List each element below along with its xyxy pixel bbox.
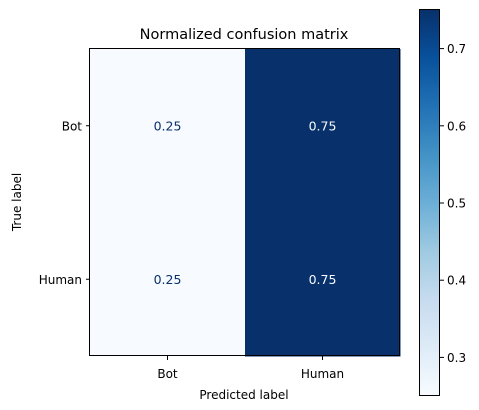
heatmap-cells [90,49,401,357]
cell-value-label: 0.25 [154,272,182,287]
y-tick-label: Human [39,273,82,287]
colorbar-tick-label: 0.6 [447,119,466,133]
heatmap-cell [245,49,401,203]
colorbar-ticks: 0.3 0.4 0.5 0.6 0.7 [440,42,466,365]
cell-value-label: 0.75 [309,272,337,287]
y-axis-label: True label [10,173,24,232]
y-tick-label: Bot [62,119,83,133]
colorbar [419,9,440,396]
x-axis: Bot Human [157,356,344,381]
heatmap-cell [90,202,246,357]
colorbar-tick-label: 0.7 [447,42,466,56]
colorbar-tick-label: 0.5 [447,197,466,211]
y-axis: Bot Human [39,119,90,287]
plot-frame [89,48,400,356]
heatmap-cell [90,49,246,203]
colorbar-tick-label: 0.3 [447,351,466,365]
colorbar-tick-label: 0.4 [447,274,466,288]
chart-title: Normalized confusion matrix [140,27,349,43]
x-axis-label: Predicted label [199,388,288,402]
heatmap-cell-labels: 0.25 0.75 0.25 0.75 [154,118,337,287]
x-tick-label: Bot [157,367,178,381]
heatmap-cell [245,202,401,357]
cell-value-label: 0.25 [154,118,182,133]
x-tick-label: Human [301,367,344,381]
cell-value-label: 0.75 [309,118,337,133]
